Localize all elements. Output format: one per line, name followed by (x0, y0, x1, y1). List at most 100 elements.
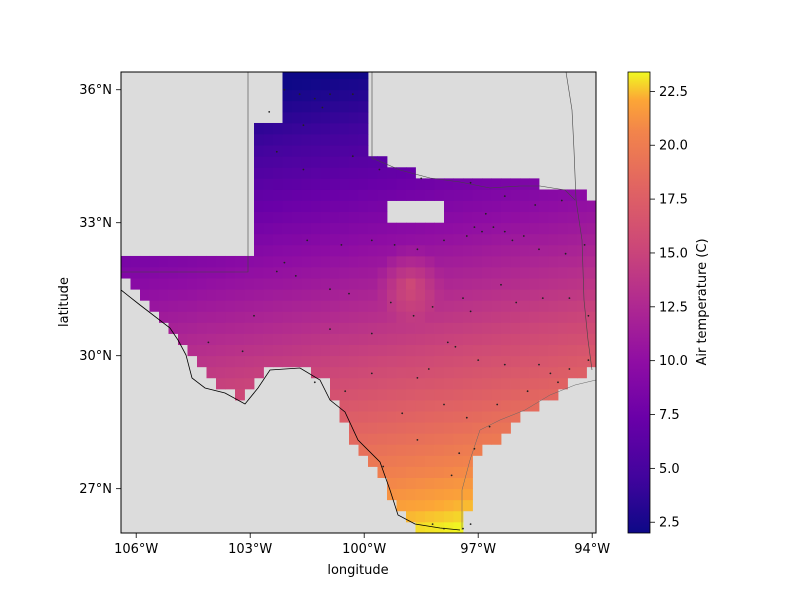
station-markers (207, 88, 590, 530)
station-marker (431, 306, 434, 308)
heat-cell (273, 311, 283, 323)
heat-cell (396, 499, 407, 512)
heat-cell (273, 333, 283, 346)
heat-cell (548, 200, 559, 213)
heat-cell (377, 278, 388, 290)
heat-cell (425, 178, 435, 190)
heat-cell (349, 145, 359, 157)
heat-cell (339, 89, 350, 102)
heat-cell (130, 255, 141, 268)
y-axis-label: latitude (57, 277, 72, 327)
heat-cell (586, 300, 596, 312)
heat-cell (510, 322, 521, 334)
heat-cell (368, 455, 378, 467)
heat-cell (301, 200, 312, 213)
heat-cell (425, 311, 435, 323)
heat-cell (301, 189, 312, 201)
heat-cell (539, 255, 549, 268)
heat-cell (425, 322, 435, 334)
heat-cell (358, 333, 369, 346)
heat-cell (482, 422, 492, 434)
heat-cell (216, 322, 226, 334)
heat-cell (434, 377, 445, 390)
heat-cell (567, 211, 578, 224)
heat-cell (330, 377, 340, 390)
heat-cell (292, 333, 302, 346)
heat-cell (178, 311, 188, 323)
heat-cell (206, 289, 217, 301)
heat-cell (406, 444, 416, 456)
heat-cell (282, 255, 293, 268)
station-marker (538, 363, 540, 366)
heat-cell (491, 255, 502, 268)
heat-cell (510, 400, 521, 412)
heat-cell (415, 400, 426, 412)
heat-cell (434, 422, 445, 434)
heat-cell (501, 311, 511, 323)
heat-cell (282, 156, 293, 168)
heat-cell (396, 388, 407, 401)
heat-cell (501, 233, 511, 246)
heat-cell (273, 222, 283, 235)
heat-cell (339, 278, 350, 290)
heat-cell (491, 267, 502, 279)
heat-cell (263, 122, 274, 135)
heat-cell (406, 322, 416, 334)
station-marker (389, 301, 392, 304)
heat-cell (434, 289, 445, 301)
heat-cell (216, 300, 226, 312)
heat-cell (472, 222, 483, 235)
heat-cell (387, 344, 397, 357)
heat-cell (377, 267, 388, 279)
heat-cell (577, 322, 587, 334)
heat-cell (463, 377, 473, 390)
heat-cell (406, 267, 416, 279)
heat-cell (396, 455, 407, 467)
heat-cell (548, 311, 559, 323)
heat-cell (510, 189, 521, 201)
heat-cell (444, 211, 454, 224)
heat-cell (529, 344, 540, 357)
heat-cell (339, 388, 350, 401)
heat-cell (501, 333, 511, 346)
heat-cell (282, 211, 293, 224)
heat-cell (491, 433, 502, 445)
heat-cell (472, 355, 483, 368)
heat-cell (282, 200, 293, 213)
colorbar-tick-label: 15.0 (659, 246, 688, 261)
heat-cell (396, 377, 407, 390)
heat-cell (377, 156, 388, 168)
heat-cell (501, 189, 511, 201)
heat-cell (197, 267, 207, 279)
heat-cell (567, 289, 578, 301)
heat-cell (472, 400, 483, 412)
colorbar-tick-label: 20.0 (659, 139, 688, 154)
heat-cell (510, 411, 521, 423)
heat-cell (197, 289, 207, 301)
heat-cell (349, 189, 359, 201)
heat-cell (482, 267, 492, 279)
heat-cell (263, 233, 274, 246)
heat-cell (301, 333, 312, 346)
heat-cell (377, 355, 388, 368)
heat-cell (434, 178, 445, 190)
heat-cell (510, 233, 521, 246)
heat-cell (453, 333, 464, 346)
heat-cell (254, 211, 264, 224)
heat-cell (292, 145, 302, 157)
heat-cell (520, 244, 530, 257)
heat-cell (178, 333, 188, 346)
heat-cell (254, 167, 264, 179)
heat-cell (491, 333, 502, 346)
heat-cell (520, 366, 530, 379)
heat-cell (301, 233, 312, 246)
heat-cell (159, 278, 169, 290)
station-marker (340, 244, 343, 246)
heat-cell (244, 377, 255, 390)
heat-cell (349, 111, 359, 124)
heat-cell (377, 167, 388, 179)
heat-cell (311, 355, 321, 368)
heat-cell (349, 388, 359, 401)
heat-cell (510, 211, 521, 224)
heat-cell (377, 178, 388, 190)
